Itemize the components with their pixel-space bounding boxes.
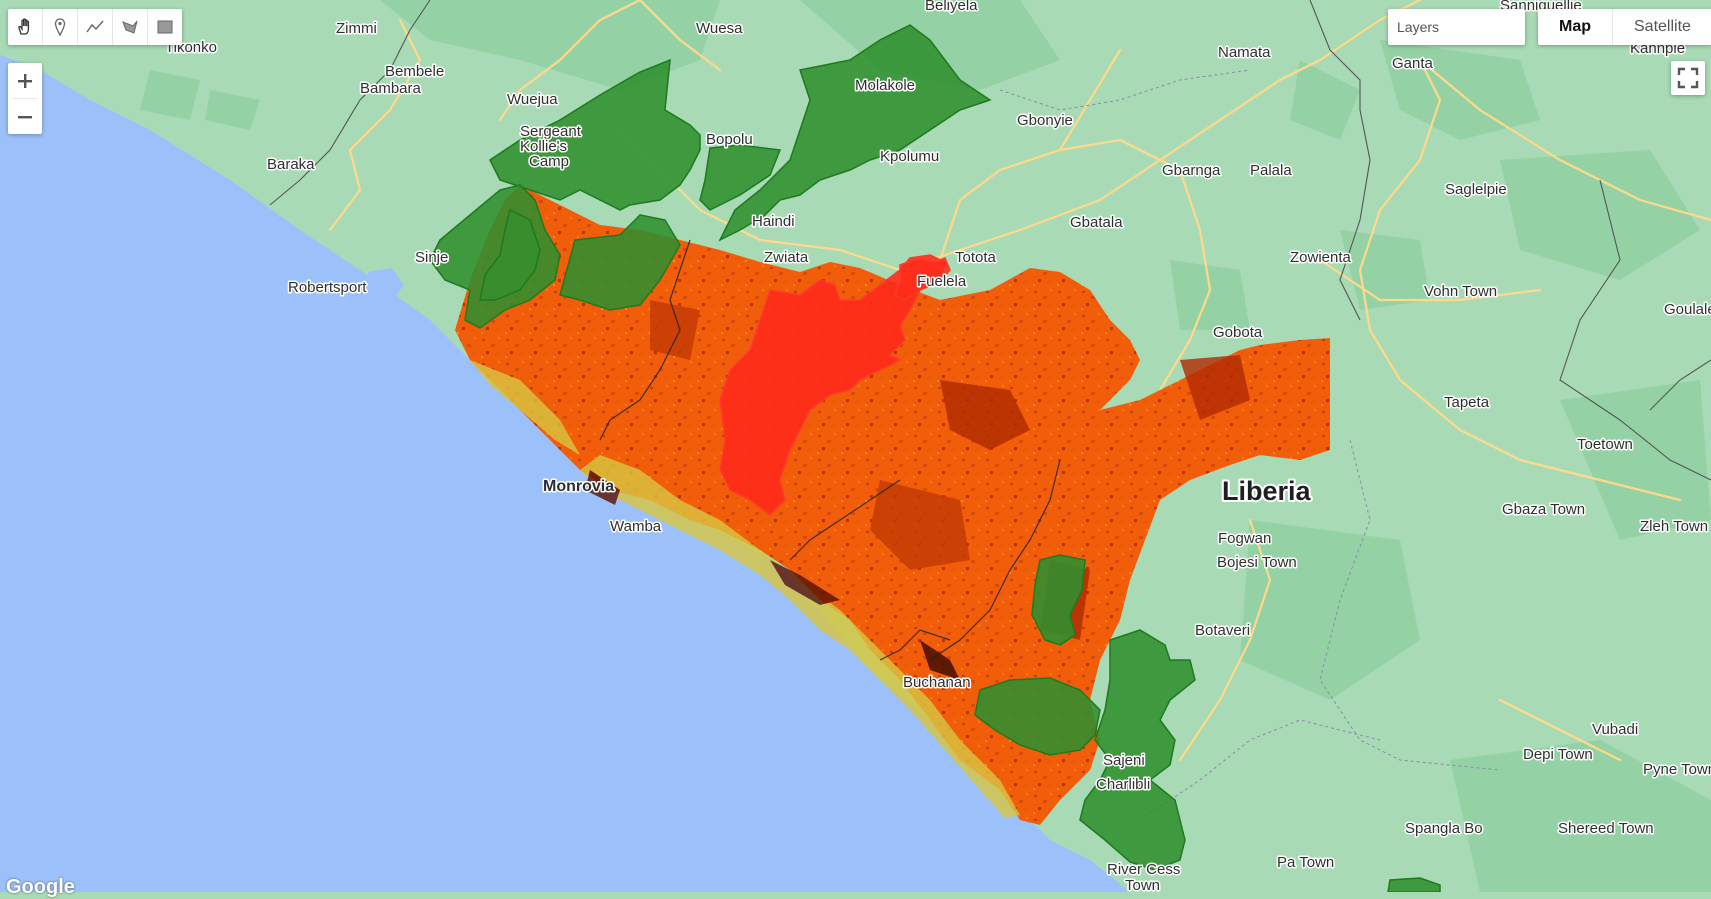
place-label: Fuelela: [917, 273, 967, 290]
place-label: Pyne Town: [1643, 761, 1711, 778]
marker-tool-button[interactable]: [43, 9, 78, 45]
country-label: Liberia: [1222, 476, 1312, 506]
fullscreen-icon: [1677, 67, 1699, 89]
borders: [269, 0, 1711, 481]
place-label: Baraka: [267, 156, 315, 173]
place-label: Zleh Town: [1640, 518, 1708, 535]
protected-area-southeast: [1079, 629, 1196, 871]
layers-dropdown[interactable]: Layers: [1388, 9, 1525, 45]
place-label: Bopolu: [706, 131, 753, 148]
place-label: Gbonyie: [1017, 112, 1073, 129]
highlight-polygon[interactable]: [719, 254, 946, 516]
place-label: Botaveri: [1195, 622, 1250, 639]
place-label: Gbarnga: [1162, 162, 1221, 179]
place-label: Fogwan: [1218, 530, 1271, 547]
place-label: Sajeni: [1103, 752, 1145, 769]
polygon-tool-button[interactable]: [113, 9, 148, 45]
place-label: Wuejua: [507, 91, 558, 108]
zoom-in-button[interactable]: [8, 63, 42, 98]
protected-area-bottom: [1387, 877, 1441, 892]
highlight-polygon-small[interactable]: [894, 257, 951, 301]
place-label: Depi Town: [1523, 746, 1593, 763]
place-label: Kpolumu: [880, 148, 939, 165]
map-type-satellite-button[interactable]: Satellite: [1634, 18, 1691, 35]
place-labels: Tikonko Zimmi Wuesa Beliyela Sanniquelli…: [164, 0, 1711, 892]
place-label: Buchanan: [903, 674, 971, 691]
place-label: Tapeta: [1444, 394, 1490, 411]
raster-texture: [470, 300, 1250, 818]
map-type-control: Map Satellite: [1538, 9, 1711, 45]
place-label: Kollie's: [520, 138, 567, 155]
fullscreen-button[interactable]: [1671, 61, 1705, 95]
place-label: Town: [1125, 877, 1160, 892]
pin-icon: [54, 18, 66, 37]
place-label: Saglelpie: [1445, 181, 1507, 198]
place-label: Gobota: [1213, 324, 1263, 341]
place-label: Shereed Town: [1558, 820, 1654, 837]
place-label: Zowienta: [1290, 249, 1352, 266]
minus-icon: [18, 115, 32, 118]
drawing-toolbar: [8, 9, 182, 45]
place-label: Bembele: [385, 63, 444, 80]
place-label: Robertsport: [288, 279, 367, 296]
place-label: Sinje: [415, 249, 448, 266]
polyline-icon: [86, 20, 104, 33]
hand-icon: [18, 18, 30, 35]
lagoon: [368, 268, 404, 300]
place-label: Bojesi Town: [1217, 554, 1297, 571]
place-label: Camp: [529, 153, 569, 170]
protected-areas[interactable]: [429, 24, 1441, 892]
protected-area-south: [974, 677, 1101, 756]
place-label: Molakole: [855, 77, 915, 94]
google-logo: Google: [6, 876, 75, 898]
zoom-control: [8, 63, 42, 134]
place-label: Wamba: [610, 518, 662, 535]
place-label: Gbaza Town: [1502, 501, 1585, 518]
protected-area-north-1: [489, 58, 701, 211]
protected-area-east: [1031, 554, 1086, 646]
place-label: Goulale: [1664, 301, 1711, 318]
place-label: Monrovia: [543, 478, 614, 495]
place-label: Charlibli: [1096, 776, 1150, 793]
place-label: Ganta: [1392, 55, 1434, 72]
place-label: Bambara: [360, 80, 422, 97]
place-label: Zimmi: [336, 20, 377, 37]
place-label: Gbatala: [1070, 214, 1123, 231]
place-label: Zwiata: [764, 249, 809, 266]
protected-area-north-2: [718, 24, 992, 242]
roads: [328, 0, 1711, 762]
place-label: Palala: [1250, 162, 1292, 179]
county-lines: [599, 239, 1061, 661]
place-label: Sergeant: [520, 123, 582, 140]
protected-area-west-inner: [479, 208, 541, 301]
rectangle-tool-button[interactable]: [148, 9, 182, 45]
protected-area-center: [559, 214, 681, 311]
place-label: Vohn Town: [1424, 283, 1497, 300]
place-label: Wuesa: [696, 20, 743, 37]
place-label: Haindi: [752, 213, 795, 230]
layers-label: Layers: [1397, 19, 1440, 35]
zoom-divider: [13, 98, 37, 99]
place-label: Vubadi: [1592, 721, 1638, 738]
pan-tool-button[interactable]: [8, 9, 43, 45]
place-label: Toetown: [1577, 436, 1633, 453]
place-label: Beliyela: [925, 0, 978, 14]
plus-icon: [18, 73, 32, 88]
place-label: Totota: [955, 249, 997, 266]
rectangle-icon: [157, 20, 173, 34]
zoom-out-button[interactable]: [8, 99, 42, 134]
line-tool-button[interactable]: [78, 9, 113, 45]
place-label: Spangla Bo: [1405, 820, 1483, 837]
admin-borders: [999, 69, 1501, 821]
map-type-map-button[interactable]: Map: [1538, 9, 1613, 45]
place-label: Pa Town: [1277, 854, 1334, 871]
place-label: Namata: [1218, 44, 1271, 61]
polygon-icon: [122, 20, 138, 34]
protected-area-north-3: [699, 144, 782, 211]
vegetation-patches: [140, 0, 1711, 892]
place-label: River Cess: [1107, 861, 1180, 878]
